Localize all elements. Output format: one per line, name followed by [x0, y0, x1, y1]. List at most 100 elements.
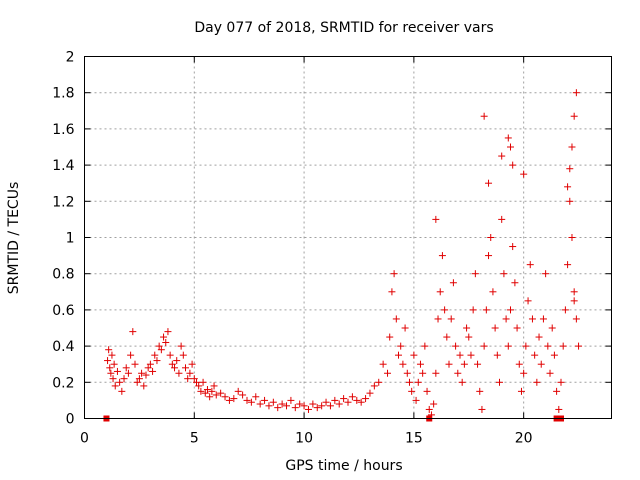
- data-point: [106, 364, 114, 372]
- data-point: [175, 369, 183, 377]
- data-point: [447, 315, 455, 323]
- data-point: [269, 398, 277, 406]
- data-point: [120, 375, 128, 383]
- data-point: [570, 297, 578, 305]
- data-point: [419, 369, 427, 377]
- data-point: [491, 324, 499, 332]
- data-point: [366, 389, 374, 397]
- data-point: [522, 342, 530, 350]
- data-point: [199, 378, 207, 386]
- data-point: [243, 396, 251, 404]
- data-point: [496, 378, 504, 386]
- data-point: [575, 342, 583, 350]
- data-point: [318, 402, 326, 410]
- data-point: [138, 369, 146, 377]
- data-point: [151, 351, 159, 359]
- data-point: [544, 342, 552, 350]
- data-point: [186, 369, 194, 377]
- data-point: [162, 338, 170, 346]
- data-point: [430, 400, 438, 408]
- data-point: [482, 306, 490, 314]
- data-point: [504, 134, 512, 142]
- data-point: [173, 357, 181, 365]
- y-tick-label: 1.6: [52, 122, 74, 138]
- data-point: [179, 351, 187, 359]
- x-axis-label: GPS time / hours: [285, 458, 402, 474]
- data-point: [261, 396, 269, 404]
- x-tick-label: 0: [80, 431, 89, 447]
- data-point: [203, 386, 211, 394]
- data-point: [449, 279, 457, 287]
- data-point: [283, 402, 291, 410]
- data-point: [528, 315, 536, 323]
- data-point: [467, 351, 475, 359]
- data-point: [116, 378, 124, 386]
- data-point: [535, 333, 543, 341]
- data-point: [304, 405, 312, 413]
- data-point: [348, 393, 356, 401]
- data-point: [206, 393, 214, 401]
- y-tick-label: 0.4: [52, 339, 74, 355]
- data-point: [217, 389, 225, 397]
- data-point: [221, 393, 229, 401]
- data-point: [456, 351, 464, 359]
- data-point: [485, 252, 493, 260]
- chart-title: Day 077 of 2018, SRMTID for receiver var…: [194, 20, 493, 36]
- data-point: [357, 398, 365, 406]
- data-point: [493, 351, 501, 359]
- data-point: [421, 342, 429, 350]
- data-point: [570, 288, 578, 296]
- data-point: [502, 315, 510, 323]
- data-point: [520, 170, 528, 178]
- data-point: [335, 400, 343, 408]
- data-point: [108, 351, 116, 359]
- data-point: [443, 333, 451, 341]
- data-point: [423, 387, 431, 395]
- data-point: [239, 391, 247, 399]
- data-point: [441, 306, 449, 314]
- data-point: [471, 270, 479, 278]
- data-point: [498, 215, 506, 223]
- data-point: [485, 179, 493, 187]
- data-point: [506, 306, 514, 314]
- data-point: [135, 375, 143, 383]
- data-point: [515, 360, 523, 368]
- data-point: [184, 375, 192, 383]
- data-point: [375, 378, 383, 386]
- data-point: [278, 400, 286, 408]
- data-point: [124, 369, 132, 377]
- data-point: [127, 351, 135, 359]
- data-point: [517, 387, 525, 395]
- data-point: [146, 360, 154, 368]
- data-point: [395, 351, 403, 359]
- data-point: [542, 270, 550, 278]
- data-point: [414, 378, 422, 386]
- data-point: [557, 378, 565, 386]
- data-point: [524, 297, 532, 305]
- grid-lines: [84, 56, 612, 419]
- data-point: [113, 367, 121, 375]
- data-point: [559, 342, 567, 350]
- data-point: [190, 375, 198, 383]
- data-point: [110, 360, 118, 368]
- data-point: [553, 387, 561, 395]
- data-point: [533, 378, 541, 386]
- data-point: [144, 364, 152, 372]
- data-point: [432, 369, 440, 377]
- data-point: [550, 351, 558, 359]
- data-point: [498, 152, 506, 160]
- data-point: [177, 342, 185, 350]
- x-tick-label: 10: [295, 431, 313, 447]
- data-point: [555, 405, 563, 413]
- y-tick-label: 2: [66, 50, 75, 66]
- data-point: [313, 404, 321, 412]
- plot-frame: [84, 56, 612, 419]
- data-point: [230, 395, 238, 403]
- data-point: [452, 342, 460, 350]
- data-point: [384, 369, 392, 377]
- data-point: [287, 396, 295, 404]
- data-point: [188, 360, 196, 368]
- data-point: [500, 270, 508, 278]
- data-point: [408, 387, 416, 395]
